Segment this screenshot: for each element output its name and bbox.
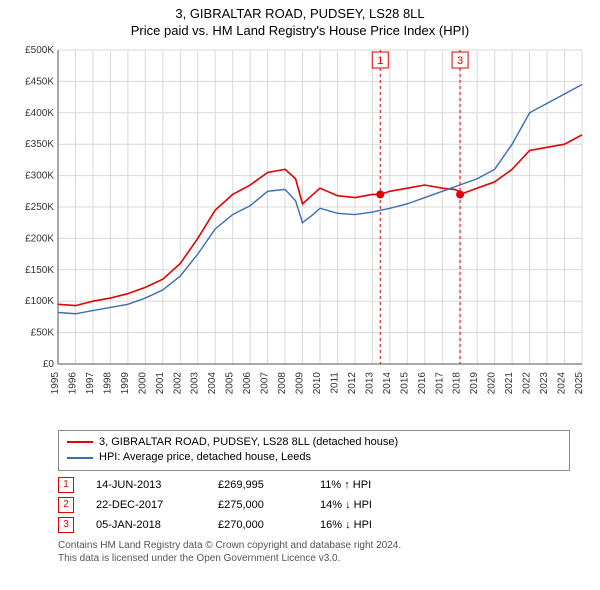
svg-text:£200K: £200K xyxy=(25,233,54,244)
transaction-date: 14-JUN-2013 xyxy=(96,479,196,491)
svg-text:£400K: £400K xyxy=(25,108,54,119)
svg-text:2021: 2021 xyxy=(504,371,515,394)
svg-text:1998: 1998 xyxy=(102,371,113,394)
chart-area: £0 £50K £100K £150K £200K £250K £300K £350K £400… xyxy=(10,44,590,424)
svg-text:2019: 2019 xyxy=(469,371,480,394)
svg-text:£50K: £50K xyxy=(31,327,55,338)
legend-label-1: 3, GIBRALTAR ROAD, PUDSEY, LS28 8LL (det… xyxy=(99,435,398,450)
svg-text:2024: 2024 xyxy=(557,371,568,394)
svg-text:£0: £0 xyxy=(43,359,55,370)
legend-swatch-1 xyxy=(67,441,93,443)
svg-text:1995: 1995 xyxy=(50,371,61,394)
svg-text:2007: 2007 xyxy=(260,371,271,394)
transaction-badge: 1 xyxy=(58,477,74,493)
transaction-price: £275,000 xyxy=(218,499,298,511)
svg-text:2015: 2015 xyxy=(399,371,410,394)
svg-text:3: 3 xyxy=(457,55,463,67)
footer-line-2: This data is licensed under the Open Gov… xyxy=(58,552,570,565)
svg-text:£450K: £450K xyxy=(25,76,54,87)
transaction-row: 3 05-JAN-2018 £270,000 16% ↓ HPI xyxy=(58,515,570,535)
svg-text:£350K: £350K xyxy=(25,139,54,150)
svg-text:2009: 2009 xyxy=(295,371,306,394)
transaction-vs-hpi: 11% ↑ HPI xyxy=(320,479,410,491)
svg-text:2002: 2002 xyxy=(172,371,183,394)
svg-text:2001: 2001 xyxy=(155,371,166,394)
legend-box: 3, GIBRALTAR ROAD, PUDSEY, LS28 8LL (det… xyxy=(58,430,570,471)
svg-text:£500K: £500K xyxy=(25,45,54,56)
transaction-badge: 3 xyxy=(58,517,74,533)
svg-text:£150K: £150K xyxy=(25,265,54,276)
svg-text:2005: 2005 xyxy=(225,371,236,394)
svg-text:2014: 2014 xyxy=(382,371,393,394)
chart-title: 3, GIBRALTAR ROAD, PUDSEY, LS28 8LL Pric… xyxy=(10,6,590,40)
transaction-row: 1 14-JUN-2013 £269,995 11% ↑ HPI xyxy=(58,475,570,495)
transaction-date: 05-JAN-2018 xyxy=(96,519,196,531)
svg-text:£300K: £300K xyxy=(25,170,54,181)
svg-text:1996: 1996 xyxy=(67,371,78,394)
svg-text:1: 1 xyxy=(377,55,383,67)
svg-text:£250K: £250K xyxy=(25,202,54,213)
transactions-table: 1 14-JUN-2013 £269,995 11% ↑ HPI 2 22-DEC-201… xyxy=(58,475,570,535)
transaction-date: 22-DEC-2017 xyxy=(96,499,196,511)
svg-text:1997: 1997 xyxy=(85,371,96,394)
transaction-price: £270,000 xyxy=(218,519,298,531)
transaction-price: £269,995 xyxy=(218,479,298,491)
legend-row-1: 3, GIBRALTAR ROAD, PUDSEY, LS28 8LL (det… xyxy=(67,435,561,450)
svg-text:£100K: £100K xyxy=(25,296,54,307)
svg-text:2016: 2016 xyxy=(417,371,428,394)
footer-attribution: Contains HM Land Registry data © Crown c… xyxy=(58,539,570,565)
svg-text:2017: 2017 xyxy=(434,371,445,394)
title-line-1: 3, GIBRALTAR ROAD, PUDSEY, LS28 8LL xyxy=(10,6,590,23)
transaction-vs-hpi: 16% ↓ HPI xyxy=(320,519,410,531)
legend-swatch-2 xyxy=(67,457,93,459)
svg-text:2011: 2011 xyxy=(329,371,340,393)
svg-text:1999: 1999 xyxy=(120,371,131,394)
svg-text:2018: 2018 xyxy=(452,371,463,394)
svg-text:2020: 2020 xyxy=(487,371,498,394)
svg-text:2010: 2010 xyxy=(312,371,323,394)
footer-line-1: Contains HM Land Registry data © Crown c… xyxy=(58,539,570,552)
svg-text:2004: 2004 xyxy=(207,371,218,394)
legend-row-2: HPI: Average price, detached house, Leed… xyxy=(67,450,561,465)
svg-text:2006: 2006 xyxy=(242,371,253,394)
transaction-vs-hpi: 14% ↓ HPI xyxy=(320,499,410,511)
title-line-2: Price paid vs. HM Land Registry's House … xyxy=(10,23,590,40)
svg-text:2023: 2023 xyxy=(539,371,550,394)
transaction-row: 2 22-DEC-2017 £275,000 14% ↓ HPI xyxy=(58,495,570,515)
svg-text:2025: 2025 xyxy=(574,371,585,394)
chart-container: 3, GIBRALTAR ROAD, PUDSEY, LS28 8LL Pric… xyxy=(0,0,600,590)
svg-text:2000: 2000 xyxy=(137,371,148,394)
svg-text:2003: 2003 xyxy=(190,371,201,394)
svg-text:2022: 2022 xyxy=(522,371,533,394)
transaction-badge: 2 xyxy=(58,497,74,513)
chart-svg: £0 £50K £100K £150K £200K £250K £300K £350K £400… xyxy=(10,44,590,424)
svg-text:2008: 2008 xyxy=(277,371,288,394)
svg-text:2013: 2013 xyxy=(364,371,375,394)
legend-label-2: HPI: Average price, detached house, Leed… xyxy=(99,450,311,465)
svg-text:2012: 2012 xyxy=(347,371,358,394)
